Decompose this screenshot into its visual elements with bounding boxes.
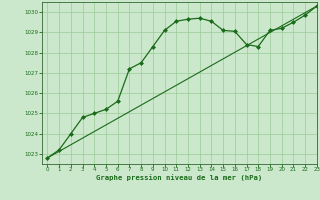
X-axis label: Graphe pression niveau de la mer (hPa): Graphe pression niveau de la mer (hPa)	[96, 174, 262, 181]
